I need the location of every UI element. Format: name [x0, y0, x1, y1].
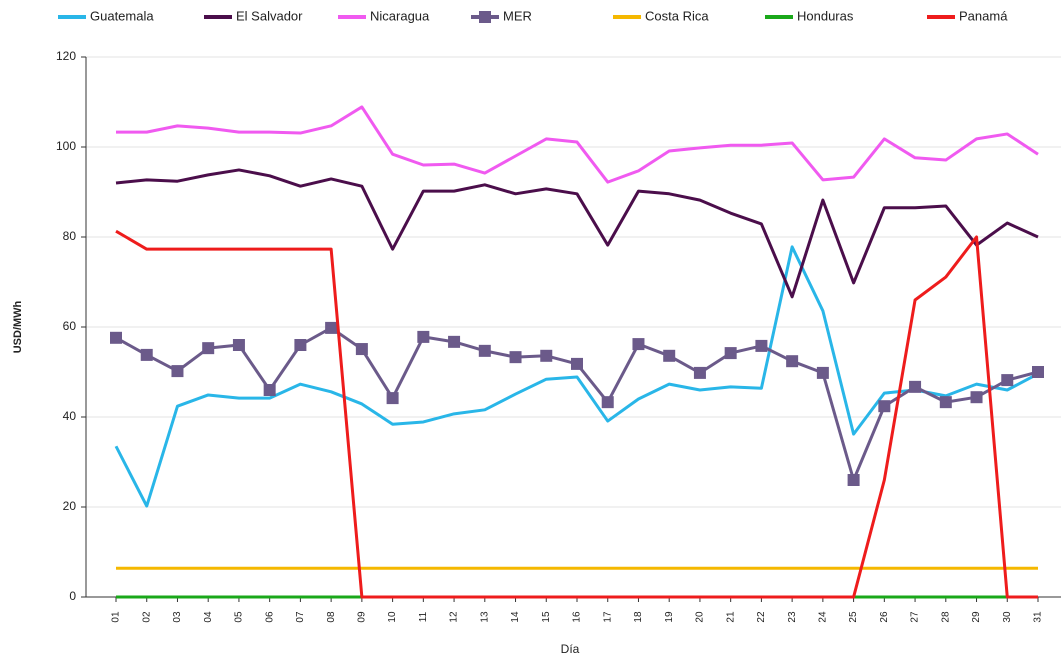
series-line: [115, 168, 1039, 299]
x-tick-label: 28: [940, 611, 951, 623]
legend-label: El Salvador: [236, 8, 303, 23]
x-tick-label: 31: [1033, 611, 1044, 623]
data-point: [448, 335, 461, 348]
x-tick-label: 20: [695, 611, 706, 623]
y-axis-label: USD/MWh: [12, 300, 24, 353]
legend-label: Panamá: [959, 8, 1008, 23]
data-point: [110, 331, 122, 344]
x-tick-label: 27: [910, 611, 921, 623]
data-point: [140, 348, 153, 361]
x-tick-label: 01: [111, 611, 122, 623]
data-point: [509, 351, 522, 364]
x-tick-label: 18: [633, 611, 644, 623]
data-point: [540, 349, 553, 362]
x-tick-label: 05: [234, 611, 245, 623]
series-line: [115, 229, 1038, 599]
data-point: [1032, 366, 1044, 378]
data-point: [325, 321, 338, 334]
y-tick-label: 80: [63, 229, 77, 243]
data-point: [294, 339, 307, 351]
data-point: [417, 330, 430, 343]
data-point: [663, 349, 676, 362]
data-point: [970, 391, 983, 404]
y-tick-label: 40: [63, 409, 77, 423]
series-line: [115, 326, 1039, 482]
x-tick-label: 10: [387, 611, 398, 623]
x-tick-label: 13: [479, 611, 490, 623]
x-axis-label: Día: [561, 642, 580, 656]
data-point: [847, 474, 860, 486]
x-tick-label: 15: [541, 611, 552, 623]
data-point: [232, 339, 245, 351]
x-tick-label: 04: [203, 611, 214, 623]
legend-label: Costa Rica: [645, 8, 709, 23]
x-tick-label: 14: [510, 611, 521, 623]
data-point: [355, 343, 368, 356]
series-line: [116, 105, 1039, 184]
x-tick-label: 06: [264, 611, 275, 623]
x-tick-label: 24: [818, 611, 829, 623]
data-point: [878, 400, 891, 413]
x-tick-label: 03: [172, 611, 183, 623]
y-tick-label: 100: [56, 139, 76, 153]
x-tick-label: 25: [848, 611, 859, 623]
x-tick-label: 17: [602, 611, 613, 623]
x-tick-label: 23: [787, 611, 798, 623]
y-tick-label: 20: [63, 499, 77, 513]
x-tick-label: 22: [756, 611, 767, 623]
x-tick-label: 12: [449, 611, 460, 623]
x-tick-label: 02: [141, 611, 152, 623]
legend-label: Nicaragua: [370, 8, 430, 23]
y-tick-label: 60: [63, 319, 77, 333]
data-point: [909, 380, 922, 393]
data-point: [724, 347, 737, 360]
legend-label: Guatemala: [90, 8, 154, 23]
y-tick-label: 0: [69, 589, 76, 603]
data-point: [386, 392, 399, 405]
legend-marker: [479, 11, 491, 23]
data-point: [816, 366, 829, 379]
data-point: [1001, 374, 1014, 387]
data-point: [939, 396, 952, 409]
x-tick-label: 07: [295, 611, 306, 623]
x-tick-label: 26: [879, 611, 890, 623]
data-point: [478, 344, 491, 357]
data-point: [632, 338, 645, 351]
x-tick-label: 11: [418, 611, 429, 622]
data-point: [693, 366, 706, 379]
x-tick-label: 19: [664, 611, 675, 623]
x-tick-label: 09: [357, 611, 368, 623]
series-line: [114, 245, 1039, 508]
legend-label: Honduras: [797, 8, 854, 23]
data-point: [202, 342, 215, 355]
legend-label: MER: [503, 8, 532, 23]
x-tick-label: 08: [326, 611, 337, 623]
data-point: [571, 357, 583, 370]
x-tick-label: 16: [572, 611, 583, 623]
data-point: [786, 355, 799, 368]
x-tick-label: 29: [971, 611, 982, 623]
data-point: [263, 384, 276, 396]
x-tick-label: 21: [725, 611, 736, 623]
data-point: [171, 365, 184, 378]
data-point: [755, 339, 768, 352]
x-tick-label: 30: [1002, 611, 1013, 623]
y-tick-label: 120: [56, 49, 76, 63]
data-point: [601, 396, 614, 409]
